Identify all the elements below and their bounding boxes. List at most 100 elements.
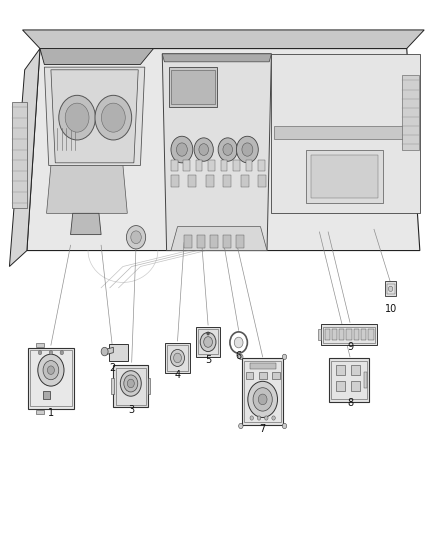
Circle shape [38,354,64,386]
Bar [223,235,231,248]
Bar [237,235,244,248]
Polygon shape [27,49,420,251]
Bar [184,235,192,248]
Bar [111,378,114,394]
Bar [321,325,377,345]
Text: 5: 5 [205,354,211,365]
Text: 3: 3 [129,405,135,415]
Bar [351,366,360,375]
Circle shape [239,423,243,429]
Circle shape [250,416,254,420]
Circle shape [177,143,187,156]
Bar [259,372,267,378]
Circle shape [101,348,108,356]
Bar [171,160,177,171]
Circle shape [283,423,287,429]
Text: 6: 6 [236,351,242,361]
Bar [109,344,128,361]
Circle shape [127,225,146,249]
Circle shape [120,370,141,396]
Bar [169,67,217,107]
Bar [336,366,345,375]
Bar [323,327,375,343]
Circle shape [248,381,278,417]
Circle shape [173,353,181,363]
Bar [331,361,367,399]
Circle shape [242,143,253,156]
Bar [208,160,215,171]
Bar [28,348,74,409]
Polygon shape [10,49,40,266]
Bar [116,368,146,405]
Bar [12,102,27,208]
Polygon shape [71,213,101,235]
Bar [221,160,227,171]
Bar [233,160,240,171]
Polygon shape [162,54,272,62]
Bar [188,175,196,187]
Circle shape [49,351,53,355]
Circle shape [239,354,243,360]
Bar [354,329,359,340]
Bar [385,281,396,296]
Polygon shape [106,348,113,355]
Circle shape [283,354,287,360]
Circle shape [257,416,261,420]
Circle shape [234,337,243,348]
Bar [403,75,419,150]
Circle shape [204,337,212,348]
Text: 4: 4 [174,370,180,381]
Circle shape [258,394,267,405]
Bar [387,284,395,294]
Bar [42,391,50,399]
Bar [364,372,367,387]
Circle shape [102,103,125,132]
Bar [113,365,148,407]
Circle shape [38,351,42,355]
Bar [258,175,266,187]
Bar [171,70,215,104]
Circle shape [171,136,193,163]
Circle shape [389,286,393,292]
Bar [306,150,383,203]
Bar [223,175,231,187]
Polygon shape [272,54,420,213]
Bar [332,329,337,340]
Bar [198,329,219,354]
Polygon shape [44,67,145,165]
Polygon shape [40,49,153,64]
Circle shape [207,332,209,335]
Circle shape [95,95,132,140]
Text: 7: 7 [260,424,266,434]
Bar [311,155,378,198]
Circle shape [272,416,276,420]
Bar [336,381,345,391]
Bar [206,175,214,187]
Bar [196,160,202,171]
Bar [339,329,344,340]
Bar [346,329,352,340]
Bar [368,329,374,340]
Circle shape [200,333,216,352]
Bar [246,372,254,378]
Bar [258,160,265,171]
Bar [318,329,321,340]
Circle shape [59,95,95,140]
Bar [242,358,283,425]
Circle shape [218,138,237,161]
Circle shape [199,144,208,156]
Circle shape [194,138,213,161]
Bar [166,345,188,371]
Circle shape [127,379,134,387]
Text: 8: 8 [347,398,353,408]
Bar [250,364,276,368]
Text: 1: 1 [48,408,54,418]
Polygon shape [22,30,424,49]
Text: 9: 9 [347,342,353,352]
Circle shape [131,231,141,244]
Bar [329,358,369,401]
Bar [35,409,44,414]
Bar [241,175,249,187]
Circle shape [124,375,138,392]
Circle shape [253,387,272,411]
